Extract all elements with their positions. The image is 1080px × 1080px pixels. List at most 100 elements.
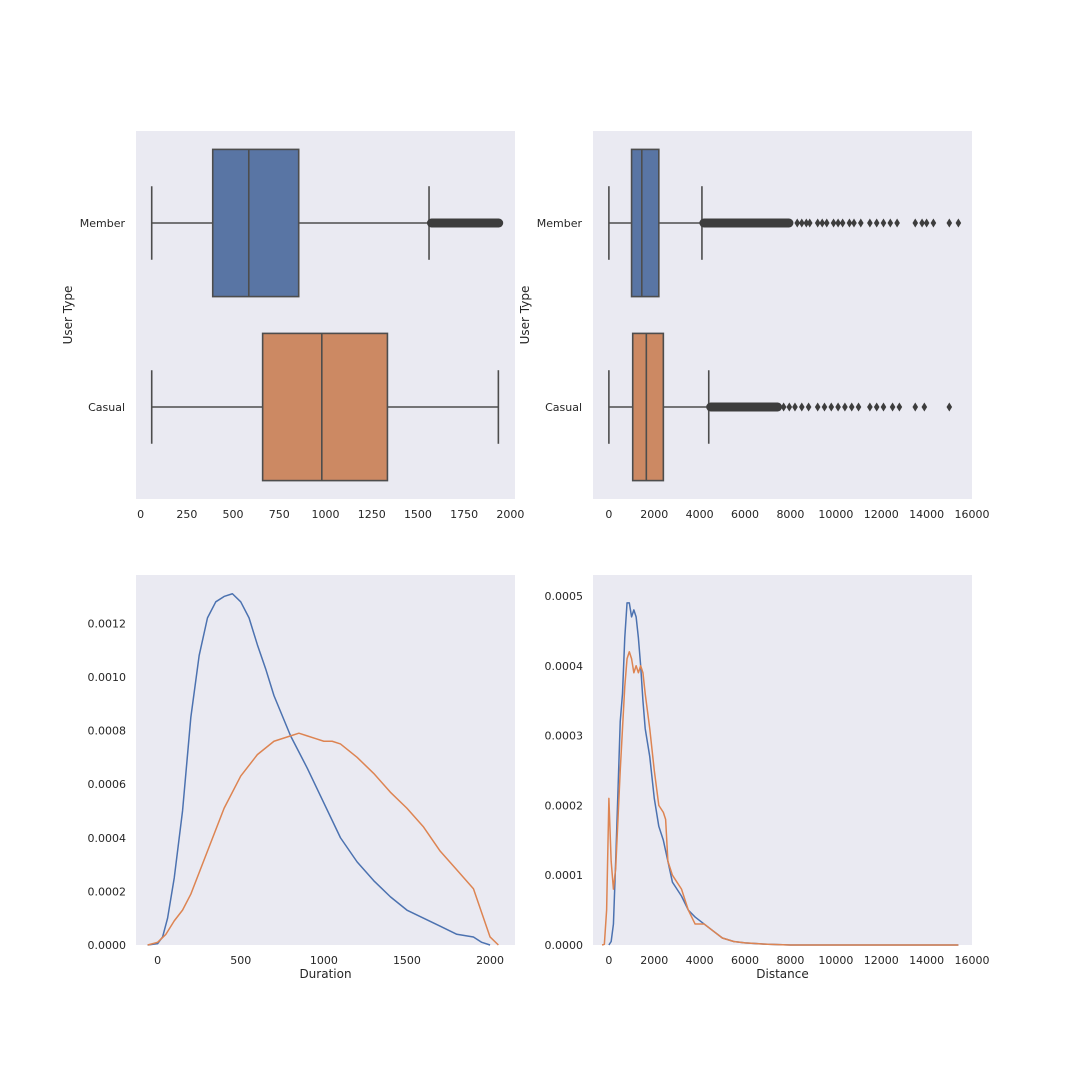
y-tick-label: Member xyxy=(80,217,126,230)
y-tick-label: Casual xyxy=(88,401,125,414)
outlier-point xyxy=(848,402,855,412)
y-tick-label: 0.0000 xyxy=(88,939,127,952)
x-tick-label: 10000 xyxy=(818,954,853,967)
y-tick-label: 0.0010 xyxy=(88,671,127,684)
x-tick-label: 14000 xyxy=(909,954,944,967)
outlier-point xyxy=(930,218,937,228)
box-member: Member xyxy=(537,148,962,298)
outlier-point xyxy=(880,402,887,412)
x-tick-label: 750 xyxy=(269,508,290,521)
outlier-point xyxy=(880,218,887,228)
x-tick-label: 16000 xyxy=(955,508,990,521)
subplot-4: 0 2000 4000 6000 8000 10000 12000 14000 16000 Dis… xyxy=(545,575,990,981)
y-tick-label: 0.0002 xyxy=(545,799,584,812)
y-tick-label: 0.0012 xyxy=(88,617,127,630)
outlier-point xyxy=(921,402,928,412)
y-tick-label: Member xyxy=(537,217,583,230)
x-tick-label: 1000 xyxy=(312,508,340,521)
outlier-band xyxy=(426,218,504,228)
x-axis-label: Duration xyxy=(299,967,351,981)
outlier-point xyxy=(946,402,953,412)
outlier-point xyxy=(819,218,826,228)
x-tick-label: 10000 xyxy=(818,508,853,521)
y-tick-label: 0.0003 xyxy=(545,730,584,743)
y-axis-label: User Type xyxy=(518,286,532,345)
kde-line-casual xyxy=(147,732,499,946)
box-casual: Casual xyxy=(545,332,953,482)
outlier-point xyxy=(873,402,880,412)
x-tick-label: 4000 xyxy=(686,508,714,521)
x-tick-label: 250 xyxy=(176,508,197,521)
kde-line-member xyxy=(147,593,491,946)
y-tick-label: Casual xyxy=(545,401,582,414)
outlier-point xyxy=(803,218,810,228)
outlier-point xyxy=(835,218,841,228)
outlier-band xyxy=(706,402,783,412)
outlier-point xyxy=(867,402,873,412)
outlier-point xyxy=(798,402,805,412)
x-tick-label: 12000 xyxy=(864,954,899,967)
outlier-point xyxy=(798,218,805,228)
outlier-point xyxy=(805,402,812,412)
y-tick-label: 0.0006 xyxy=(88,778,127,791)
outlier-point xyxy=(828,402,835,412)
subplot-3: 0 500 1000 1500 2000 Duration 0.0000 0.0002 0.00… xyxy=(88,575,515,981)
kde-line-casual xyxy=(601,651,959,946)
y-tick-label: 0.0008 xyxy=(88,725,127,738)
x-tick-label: 4000 xyxy=(686,954,714,967)
x-tick-label: 1500 xyxy=(404,508,432,521)
x-tick-label: 0 xyxy=(154,954,161,967)
box-iqr xyxy=(630,148,660,298)
outlier-point xyxy=(894,218,900,228)
subplot-1: 0 250 500 750 1000 1250 1500 1750 2000 User Type M… xyxy=(61,131,524,521)
outlier-point xyxy=(873,218,880,228)
y-tick-label: 0.0004 xyxy=(545,660,584,673)
y-tick-label: 0.0002 xyxy=(88,885,127,898)
outlier-point xyxy=(830,218,837,228)
outlier-point xyxy=(821,402,828,412)
x-tick-label: 2000 xyxy=(476,954,504,967)
x-tick-label: 500 xyxy=(223,508,244,521)
x-tick-label: 6000 xyxy=(731,508,759,521)
outlier-point xyxy=(823,218,830,228)
outlier-point xyxy=(792,402,798,412)
outlier-point xyxy=(842,402,848,412)
x-tick-label: 1750 xyxy=(450,508,478,521)
x-tick-label: 1500 xyxy=(393,954,421,967)
x-tick-label: 1250 xyxy=(358,508,386,521)
x-tick-label: 2000 xyxy=(640,508,668,521)
plot-area xyxy=(136,575,515,945)
outlier-point xyxy=(806,218,813,228)
x-tick-label: 2000 xyxy=(640,954,668,967)
outlier-point xyxy=(912,402,919,412)
box-iqr xyxy=(261,332,389,482)
box-member: Member xyxy=(80,148,504,298)
outlier-point xyxy=(896,402,903,412)
outlier-point xyxy=(889,402,896,412)
outlier-point xyxy=(846,218,853,228)
outlier-point xyxy=(780,402,787,412)
x-axis-label: Distance xyxy=(756,967,808,981)
outlier-point xyxy=(814,402,821,412)
x-tick-label: 1000 xyxy=(310,954,338,967)
outlier-point xyxy=(835,402,841,412)
x-tick-label: 0 xyxy=(605,508,612,521)
x-tick-label: 500 xyxy=(230,954,251,967)
box-iqr xyxy=(631,332,665,482)
outlier-point xyxy=(857,218,864,228)
outlier-point xyxy=(814,218,821,228)
y-tick-label: 0.0004 xyxy=(88,832,127,845)
outlier-point xyxy=(923,218,930,228)
subplot-2: 0 2000 4000 6000 8000 10000 12000 14000 16000 Use… xyxy=(518,131,990,521)
plot-area xyxy=(593,575,972,945)
y-tick-label: 0.0005 xyxy=(545,590,584,603)
y-tick-label: 0.0000 xyxy=(545,939,584,952)
x-tick-label: 8000 xyxy=(776,954,804,967)
outlier-point xyxy=(867,218,873,228)
outlier-point xyxy=(946,218,953,228)
box-casual: Casual xyxy=(88,332,500,482)
outlier-point xyxy=(887,218,894,228)
outlier-point xyxy=(919,218,925,228)
outlier-point xyxy=(855,402,862,412)
